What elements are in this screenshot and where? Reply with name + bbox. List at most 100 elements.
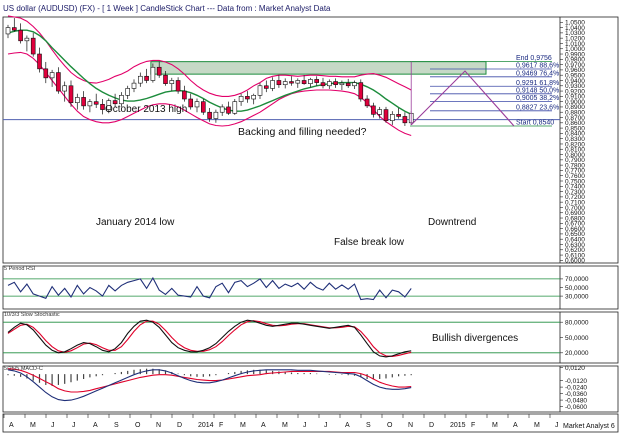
price-tick-label: 0,6800 <box>565 215 585 222</box>
candle-body <box>245 96 250 100</box>
candle-body <box>352 82 357 87</box>
candle-body <box>81 97 86 107</box>
candle-body <box>345 82 351 87</box>
x-tick-label: 2015 <box>450 422 466 429</box>
candle-body <box>12 27 17 31</box>
price-tick-label: 0,6900 <box>565 210 585 217</box>
candle-body <box>175 80 181 92</box>
panel-frame <box>2 311 619 364</box>
price-tick-label: 1,0100 <box>565 41 585 48</box>
fib-level-label: End 0,9756 <box>516 55 552 62</box>
candle-body <box>119 94 124 105</box>
price-tick-label: 0,7300 <box>565 189 585 196</box>
price-tick-label: 0,9700 <box>565 62 585 69</box>
candle-body <box>131 82 137 89</box>
resistance-zone-box <box>150 61 487 75</box>
candle-body <box>326 81 332 87</box>
price-tick-label: 0,8400 <box>565 131 585 138</box>
x-tick-label: S <box>114 422 119 429</box>
indicator-tick-label: -0,0120 <box>565 378 587 385</box>
candle-body <box>308 79 313 84</box>
candle-body <box>112 100 118 105</box>
indicator-tick-label: -0,0360 <box>565 391 587 398</box>
price-tick-label: 0,8100 <box>565 147 585 154</box>
candle-body <box>30 37 36 55</box>
candle-body <box>37 53 42 70</box>
x-tick-label: A <box>261 422 266 429</box>
candle-body <box>339 82 345 86</box>
macd-signal-line <box>7 368 412 393</box>
indicator-tick-label: -0,0600 <box>565 404 587 411</box>
price-tick-label: 1,0400 <box>565 25 585 32</box>
x-tick-label: J <box>555 422 559 429</box>
price-tick-label: 0,8000 <box>565 152 585 159</box>
candle-body <box>226 106 231 114</box>
price-tick-label: 0,6000 <box>565 258 585 265</box>
x-tick-label: A <box>93 422 98 429</box>
candle-body <box>213 111 219 119</box>
panel-frame <box>2 16 619 264</box>
macd-line <box>7 369 412 402</box>
x-tick-label: J <box>324 422 328 429</box>
stochastic-panel <box>3 319 560 358</box>
indicator-tick-label: 0,0120 <box>565 365 585 372</box>
candle-body <box>75 97 80 104</box>
price-tick-label: 0,7700 <box>565 168 585 175</box>
candle-body <box>24 37 30 42</box>
indicator-tick-label: -0,0480 <box>565 397 587 404</box>
resistance-zone <box>150 61 487 75</box>
x-tick-label: M <box>282 422 288 429</box>
x-axis: A M J J A S O N D 2014 F M A M J J A S O N D 2015 F M A M J <box>3 414 559 429</box>
candle-body <box>150 66 156 81</box>
x-axis-frame <box>2 413 619 433</box>
candle-body <box>207 111 212 119</box>
candle-body <box>232 101 238 114</box>
price-tick-label: 1,0200 <box>565 35 585 42</box>
y-axis: 1,05001,04001,03001,02001,01001,00000,99… <box>560 20 589 411</box>
macd-title: 5/25/5 MACD-C <box>4 366 43 372</box>
candle-body <box>188 98 193 108</box>
x-tick-label: M <box>534 422 540 429</box>
candle-body <box>138 75 143 84</box>
x-tick-label: F <box>219 422 223 429</box>
candle-body <box>383 109 389 121</box>
price-tick-label: 0,9200 <box>565 88 585 95</box>
moving-average-line <box>7 29 412 115</box>
candle-body <box>43 68 49 79</box>
indicator-tick-label: 30,0000 <box>565 293 589 300</box>
price-tick-label: 0,9600 <box>565 67 585 74</box>
candle-body <box>125 88 130 96</box>
price-tick-label: 0,8500 <box>565 125 585 132</box>
candle-body <box>314 79 320 83</box>
annotation-bullish-divergences: Bullish divergences <box>432 333 518 344</box>
panel-frame <box>2 265 619 310</box>
x-tick-label: A <box>345 422 350 429</box>
candle-body <box>320 82 326 87</box>
x-tick-label: O <box>135 422 141 429</box>
x-tick-label: M <box>30 422 36 429</box>
candle-body <box>364 98 370 107</box>
indicator-tick-label: 80,0000 <box>565 320 589 327</box>
price-tick-label: 0,6300 <box>565 242 585 249</box>
candle-body <box>163 74 168 84</box>
candle-body <box>5 27 11 35</box>
price-tick-label: 0,7600 <box>565 173 585 180</box>
indicator-tick-label: 50,0000 <box>565 335 589 342</box>
projection-path <box>410 61 515 127</box>
price-tick-label: 0,8600 <box>565 120 585 127</box>
price-tick-label: 0,6500 <box>565 231 585 238</box>
x-tick-label: S <box>366 422 371 429</box>
price-tick-label: 1,0000 <box>565 46 585 53</box>
candle-body <box>276 80 282 86</box>
chart-title: US dollar (AUDUSD) (FX) - [ 1 Week ] Can… <box>3 4 331 13</box>
price-tick-label: 0,6700 <box>565 221 585 228</box>
price-tick-label: 0,7800 <box>565 162 585 169</box>
fib-level-label: 0,9148 50,0% <box>516 87 559 94</box>
fib-level-label: 0,9617 88,6% <box>516 63 559 70</box>
price-tick-label: 1,0500 <box>565 20 585 27</box>
price-tick-label: 0,7000 <box>565 205 585 212</box>
x-tick-label: D <box>429 422 434 429</box>
candle-body <box>100 103 105 110</box>
stochastic-signal-line <box>7 320 412 357</box>
